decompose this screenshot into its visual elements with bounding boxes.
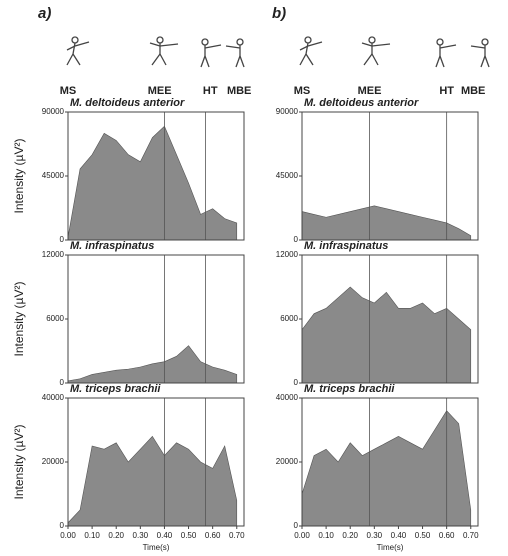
x-tick-label: 0.40 [391,531,407,540]
x-tick-label: 0.30 [367,531,383,540]
x-tick-label: 0.20 [108,531,124,540]
y-tick-label: 40000 [42,393,65,402]
y-tick-label: 45000 [42,171,65,180]
stick-figures [66,36,490,68]
x-tick-label: 0.10 [84,531,100,540]
x-tick-label: 0.70 [463,531,479,540]
area [301,410,472,527]
y-tick-label: 6000 [46,314,64,323]
area [301,205,472,241]
y-axis-label: Intensity (µV²) [12,139,26,214]
event-label: MEE [148,85,172,97]
y-tick-label: 90000 [42,107,65,116]
y-tick-label: 0 [60,235,65,244]
area [301,286,472,384]
y-axis-label: Intensity (µV²) [12,282,26,357]
x-tick-label: 0.00 [60,531,76,540]
y-tick-label: 6000 [280,314,298,323]
y-tick-label: 20000 [42,457,65,466]
x-axis-label: Time(s) [143,543,170,552]
y-tick-label: 12000 [276,250,299,259]
x-tick-label: 0.50 [181,531,197,540]
y-tick-label: 12000 [42,250,65,259]
chart-title: M. triceps brachii [70,383,161,395]
y-tick-label: 90000 [276,107,299,116]
panel-label: b) [272,5,286,22]
x-tick-label: 0.60 [205,531,221,540]
area [67,125,238,241]
x-tick-label: 0.20 [342,531,358,540]
x-tick-label: 0.50 [415,531,431,540]
chart-title: M. infraspinatus [70,240,154,252]
event-label: MBE [461,85,485,97]
x-tick-label: 0.60 [439,531,455,540]
y-tick-label: 0 [294,521,299,530]
event-label: MS [294,85,311,97]
event-label: MEE [358,85,382,97]
event-label: HT [439,85,454,97]
chart-title: M. deltoideus anterior [70,97,185,109]
area [67,435,238,527]
y-tick-label: 0 [60,521,65,530]
y-tick-label: 0 [60,378,65,387]
x-tick-label: 0.10 [318,531,334,540]
y-axis-label: Intensity (µV²) [12,425,26,500]
y-tick-label: 0 [294,235,299,244]
chart-title: M. deltoideus anterior [304,97,419,109]
y-tick-label: 45000 [276,171,299,180]
y-tick-label: 40000 [276,393,299,402]
chart-title: M. triceps brachii [304,383,395,395]
event-label: HT [203,85,218,97]
x-tick-label: 0.00 [294,531,310,540]
event-label: MS [60,85,77,97]
panel-label: a) [38,5,51,22]
chart-title: M. infraspinatus [304,240,388,252]
area [67,345,238,384]
x-tick-label: 0.30 [133,531,149,540]
y-tick-label: 20000 [276,457,299,466]
event-label: MBE [227,85,251,97]
x-tick-label: 0.70 [229,531,245,540]
x-tick-label: 0.40 [157,531,173,540]
x-axis-label: Time(s) [377,543,404,552]
y-tick-label: 0 [294,378,299,387]
